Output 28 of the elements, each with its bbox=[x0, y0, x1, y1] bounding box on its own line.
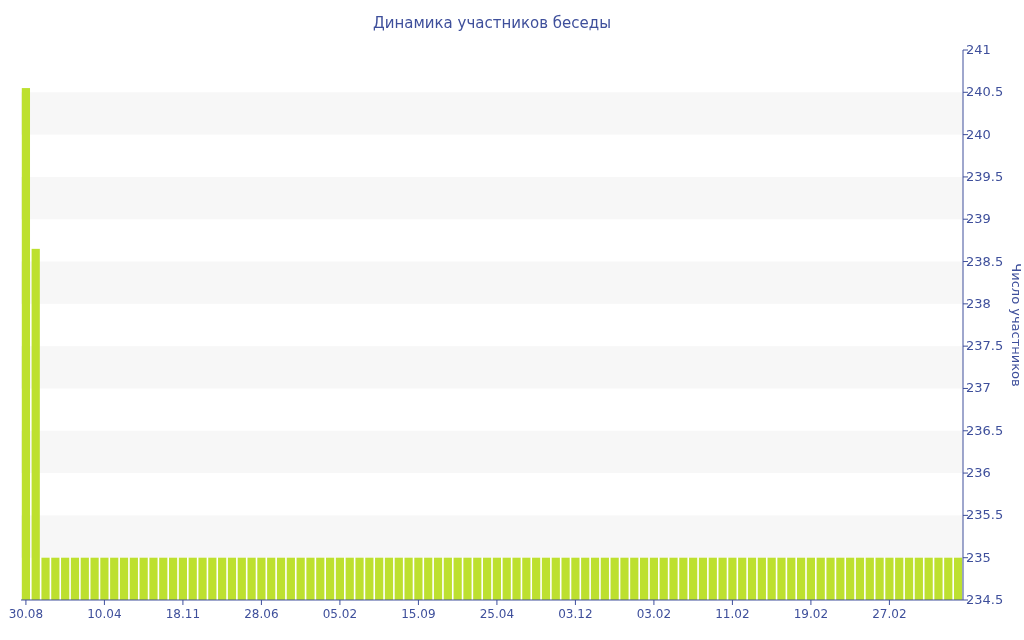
y-tick-label: 235.5 bbox=[966, 507, 1004, 523]
y-tick-label: 236 bbox=[966, 465, 991, 481]
y-tick-label: 240 bbox=[966, 126, 991, 142]
y-tick-label: 237.5 bbox=[966, 338, 1004, 354]
chart-title: Динамика участников беседы bbox=[372, 14, 612, 32]
x-tick-label: 10.04 bbox=[87, 607, 122, 621]
x-tick-label: 03.02 bbox=[636, 607, 672, 621]
y-axis-title: Число участников bbox=[1009, 263, 1024, 387]
x-tick-label: 28.06 bbox=[244, 607, 279, 621]
y-tick-label: 239.5 bbox=[966, 168, 1004, 184]
y-tick-label: 238 bbox=[966, 295, 991, 311]
y-tick-label: 239 bbox=[966, 211, 991, 227]
x-tick-label: 30.08 bbox=[8, 607, 44, 621]
x-tick-label: 11.02 bbox=[715, 607, 750, 621]
x-tick-label: 15.09 bbox=[401, 607, 436, 621]
y-tick-label: 234.5 bbox=[966, 592, 1004, 607]
x-tick-label: 25.04 bbox=[479, 607, 515, 621]
x-tick-label: 03.12 bbox=[558, 607, 593, 621]
y-tick-label: 236.5 bbox=[966, 422, 1004, 438]
x-tick-label: 18.11 bbox=[165, 607, 201, 621]
y-tick-label: 238.5 bbox=[966, 253, 1004, 269]
y-tick-label: 235 bbox=[966, 549, 991, 565]
y-tick-label: 241 bbox=[966, 42, 991, 57]
x-tick-label: 19.02 bbox=[793, 607, 829, 621]
x-tick-label: 27.02 bbox=[872, 607, 907, 621]
y-tick-label: 237 bbox=[966, 380, 991, 396]
y-tick-label: 240.5 bbox=[966, 84, 1004, 100]
x-tick-label: 05.02 bbox=[322, 607, 358, 621]
